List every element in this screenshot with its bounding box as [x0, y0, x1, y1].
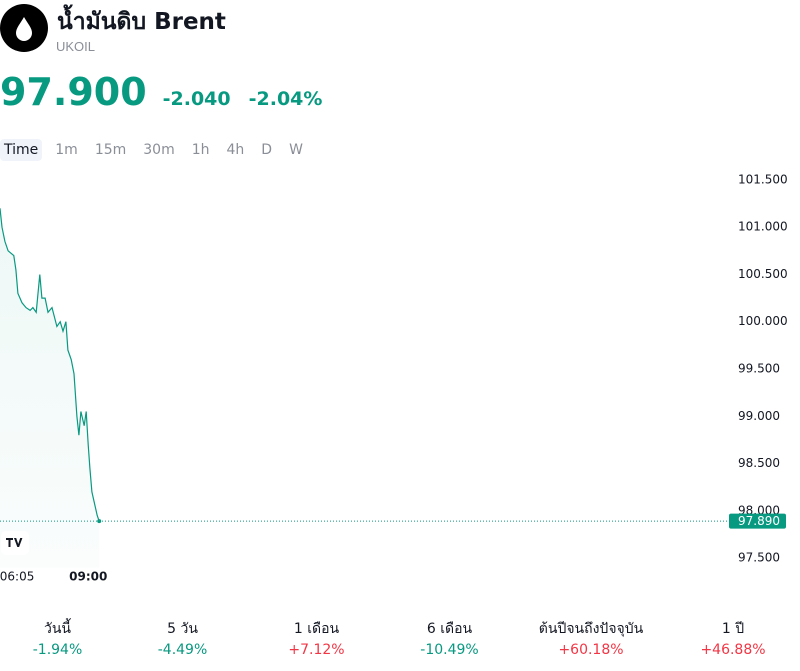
- change: -2.040: [162, 88, 231, 110]
- price-label: 97.890: [738, 514, 780, 528]
- performance-cell[interactable]: 1 ปี +46.88%: [666, 619, 800, 661]
- price-label-bg: [729, 513, 786, 529]
- interval-tab[interactable]: Time: [0, 139, 43, 161]
- performance-cell[interactable]: ต้นปีจนถึงปัจจุบัน +60.18%: [516, 619, 666, 661]
- period-change: -4.49%: [157, 642, 208, 658]
- period-change: -10.49%: [420, 642, 479, 658]
- interval-tab[interactable]: 1h: [191, 142, 210, 158]
- period-change: +60.18%: [558, 642, 624, 658]
- price-area: [0, 208, 100, 568]
- interval-tab[interactable]: 4h: [226, 142, 245, 158]
- period-change: +7.12%: [288, 642, 345, 658]
- y-tick-label: 100.500: [738, 267, 788, 281]
- y-tick-label: 100.000: [738, 314, 788, 328]
- interval-tab[interactable]: 30m: [143, 142, 175, 158]
- y-tick-label: 98.500: [738, 456, 780, 470]
- performance-cell[interactable]: 6 เดือน -10.49%: [383, 619, 516, 661]
- period-label: วันนี้: [43, 621, 71, 637]
- period-change: -1.94%: [32, 642, 83, 658]
- performance-cell[interactable]: 1 เดือน +7.12%: [250, 619, 383, 661]
- y-tick-label: 101.500: [738, 172, 788, 186]
- price-line: [0, 208, 100, 522]
- x-tick-label: 09:00: [69, 570, 107, 584]
- interval-tab[interactable]: 1m: [55, 142, 78, 158]
- y-tick-label: 101.000: [738, 220, 788, 234]
- quote: 97.900 -2.040 -2.04%: [0, 70, 340, 114]
- interval-tab[interactable]: D: [261, 142, 273, 158]
- interval-tab[interactable]: W: [289, 142, 303, 158]
- interval-tab[interactable]: 15m: [94, 142, 127, 158]
- last-price: 97.900: [0, 70, 147, 114]
- period-label: 1 ปี: [721, 621, 745, 637]
- period-label: ต้นปีจนถึงปัจจุบัน: [538, 621, 644, 637]
- period-change: +46.88%: [700, 642, 766, 658]
- chart: 97.50098.00098.50099.00099.500100.000100…: [0, 172, 788, 584]
- period-label: 6 เดือน: [426, 621, 473, 637]
- period-label: 1 เดือน: [293, 621, 340, 637]
- ticker: UKOIL: [56, 39, 96, 54]
- performance-cell[interactable]: 5 วัน -4.49%: [115, 619, 250, 661]
- interval-tabs: Time 1m 15m 30m 1h 4h D W: [0, 139, 316, 161]
- performance-cell[interactable]: วันนี้ -1.94%: [0, 619, 115, 661]
- performance-row: วันนี้ -1.94% 5 วัน -4.49% 1 เดือน +7.12% 6 เด…: [0, 619, 800, 661]
- symbol-icon: [0, 4, 48, 52]
- y-tick-label: 99.000: [738, 409, 780, 423]
- instrument-title: น้ำมันดิบ Brent: [57, 9, 226, 35]
- chart-logo: [1, 531, 29, 555]
- change-percent: -2.04%: [248, 88, 323, 110]
- y-tick-label: 97.500: [738, 551, 780, 565]
- last-point: [97, 519, 102, 524]
- period-label: 5 วัน: [167, 621, 198, 637]
- y-tick-label: 99.500: [738, 362, 780, 376]
- x-tick-label: 06:05: [0, 570, 34, 584]
